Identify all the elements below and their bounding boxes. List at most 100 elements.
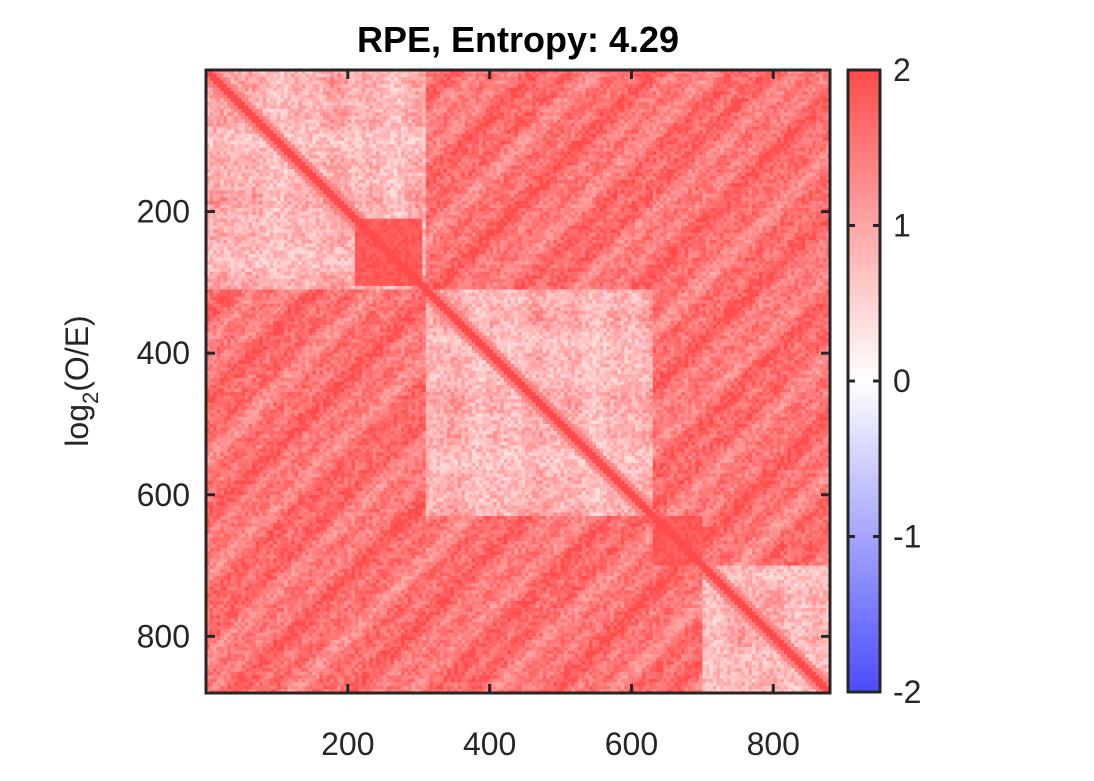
heatmap-cell — [330, 108, 335, 113]
heatmap-cell — [532, 80, 537, 85]
heatmap-cell — [266, 77, 271, 82]
heatmap-cell — [518, 70, 522, 74]
heatmap-cell — [518, 140, 522, 145]
heatmap-cell — [379, 70, 384, 74]
heatmap-cell — [482, 101, 487, 106]
heatmap-cell — [323, 154, 327, 159]
heatmap-cell — [588, 91, 593, 96]
heatmap-cell — [762, 87, 767, 92]
heatmap-cell — [471, 73, 476, 78]
heatmap-cell — [769, 137, 774, 142]
heatmap-cell — [521, 116, 526, 120]
heatmap-cell — [776, 98, 781, 103]
heatmap-cell — [631, 112, 636, 117]
heatmap-cell — [354, 73, 359, 78]
heatmap-cell — [457, 116, 462, 120]
heatmap-cell — [702, 162, 707, 166]
heatmap-cell — [666, 147, 671, 152]
heatmap-cell — [631, 165, 636, 170]
heatmap-cell — [585, 105, 590, 110]
heatmap-cell — [588, 80, 593, 85]
heatmap-cell — [479, 101, 483, 106]
heatmap-cell — [344, 84, 349, 89]
heatmap-cell — [684, 70, 689, 74]
heatmap-cell — [291, 116, 296, 120]
heatmap-cell — [695, 133, 700, 138]
heatmap-cell — [581, 80, 586, 85]
heatmap-cell — [528, 133, 533, 138]
heatmap-cell — [308, 105, 313, 110]
heatmap-cell — [223, 162, 228, 166]
heatmap-cell — [585, 80, 590, 85]
heatmap-cell — [340, 105, 345, 110]
heatmap-cell — [415, 108, 420, 113]
heatmap-cell — [213, 80, 218, 85]
heatmap-cell — [333, 137, 338, 142]
heatmap-cell — [596, 116, 600, 120]
heatmap-cell — [762, 123, 767, 128]
heatmap-cell — [464, 105, 469, 110]
heatmap-cell — [358, 73, 363, 78]
heatmap-cell — [812, 84, 817, 89]
heatmap-cell — [464, 70, 469, 74]
heatmap-cell — [401, 119, 405, 124]
heatmap-cell — [425, 137, 430, 142]
heatmap-cell — [354, 130, 359, 135]
heatmap-cell — [532, 70, 537, 74]
heatmap-cell — [454, 94, 459, 99]
heatmap-cell — [542, 70, 547, 74]
heatmap-cell — [248, 87, 253, 92]
heatmap-cell — [819, 94, 824, 99]
heatmap-cell — [752, 165, 756, 170]
heatmap-cell — [333, 169, 338, 174]
heatmap-cell — [766, 91, 771, 96]
heatmap-cell — [684, 151, 689, 156]
heatmap-cell — [744, 144, 749, 149]
heatmap-cell — [677, 140, 682, 145]
heatmap-cell — [351, 158, 356, 163]
heatmap-cell — [663, 73, 668, 78]
heatmap-cell — [546, 130, 551, 135]
heatmap-cell — [645, 119, 650, 124]
heatmap-cell — [393, 162, 398, 166]
heatmap-cell — [358, 101, 363, 106]
heatmap-cell — [681, 70, 686, 74]
heatmap-cell — [606, 80, 611, 85]
heatmap-cell — [801, 137, 806, 142]
heatmap-cell — [510, 130, 515, 135]
heatmap-cell — [482, 98, 487, 103]
heatmap-cell — [578, 144, 583, 149]
heatmap-cell — [656, 119, 661, 124]
heatmap-cell — [411, 151, 416, 156]
heatmap-cell — [330, 130, 335, 135]
heatmap-cell — [603, 126, 608, 131]
heatmap-cell — [659, 123, 664, 128]
heatmap-cell — [674, 154, 678, 159]
heatmap-cell — [759, 77, 764, 82]
heatmap-cell — [425, 70, 430, 74]
heatmap-cell — [553, 133, 558, 138]
heatmap-cell — [518, 108, 522, 113]
heatmap-cell — [656, 154, 661, 159]
heatmap-cell — [798, 105, 803, 110]
heatmap-cell — [557, 123, 561, 128]
heatmap-cell — [610, 133, 615, 138]
heatmap-cell — [220, 73, 225, 78]
heatmap-cell — [248, 98, 253, 103]
heatmap-cell — [642, 84, 647, 89]
heatmap-cell — [429, 105, 434, 110]
heatmap-cell — [330, 80, 335, 85]
heatmap-cell — [269, 70, 274, 74]
heatmap-cell — [457, 158, 462, 163]
heatmap-cell — [206, 169, 210, 174]
heatmap-cell — [269, 112, 274, 117]
heatmap-cell — [354, 91, 359, 96]
heatmap-cell — [436, 116, 441, 120]
heatmap-cell — [571, 91, 576, 96]
heatmap-cell — [422, 158, 427, 163]
heatmap-cell — [312, 112, 317, 117]
heatmap-cell — [266, 162, 271, 166]
heatmap-cell — [344, 165, 349, 170]
heatmap-cell — [482, 130, 487, 135]
heatmap-cell — [312, 140, 317, 145]
